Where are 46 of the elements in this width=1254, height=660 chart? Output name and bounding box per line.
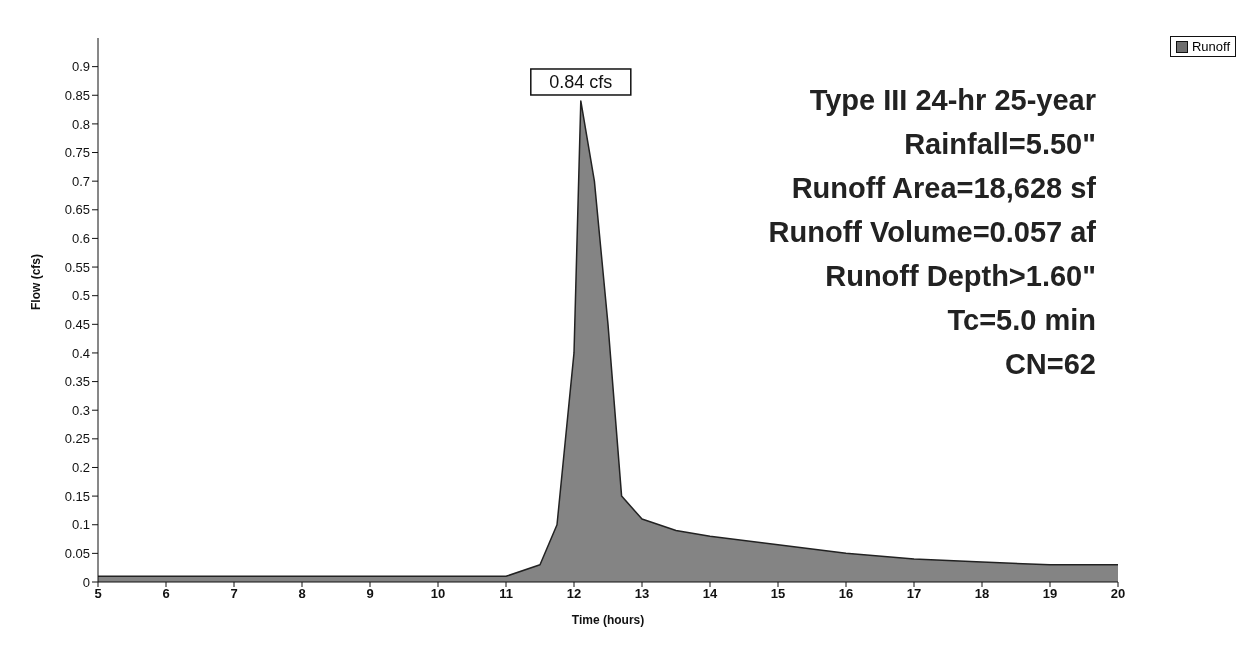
x-tick-label: 11 bbox=[499, 586, 513, 602]
annotation: Runoff Depth>1.60" bbox=[824, 259, 1096, 294]
y-tick-label: 0.8 bbox=[71, 116, 90, 132]
y-axis-title: Flow (cfs) bbox=[29, 254, 44, 310]
x-tick-label: 13 bbox=[634, 586, 650, 602]
x-tick-label: 18 bbox=[974, 586, 990, 602]
x-tick-label: 19 bbox=[1042, 586, 1058, 602]
y-tick-label: 0.25 bbox=[64, 431, 90, 447]
legend-label: Runoff bbox=[1191, 39, 1230, 54]
x-tick-label: 14 bbox=[702, 586, 718, 602]
x-tick-label: 12 bbox=[566, 586, 582, 602]
y-tick-label: 0.5 bbox=[71, 288, 90, 304]
y-tick-label: 0.6 bbox=[71, 231, 90, 247]
annotation: CN=62 bbox=[1003, 347, 1096, 382]
y-tick-label: 0.15 bbox=[64, 488, 90, 504]
x-tick-label: 16 bbox=[838, 586, 854, 602]
annotation: Runoff Volume=0.057 af bbox=[768, 215, 1096, 250]
x-axis-title: Time (hours) bbox=[571, 613, 645, 627]
annotation: Runoff Area=18,628 sf bbox=[790, 171, 1096, 206]
y-tick-label: 0.3 bbox=[71, 402, 90, 418]
y-tick-label: 0.1 bbox=[71, 517, 90, 533]
y-tick-label: 0.7 bbox=[71, 173, 90, 189]
y-tick-label: 0.85 bbox=[64, 87, 90, 103]
annotation: Tc=5.0 min bbox=[946, 303, 1096, 338]
x-tick-label: 7 bbox=[230, 586, 238, 602]
y-tick-label: 0.45 bbox=[64, 316, 90, 332]
y-tick-label: 0.9 bbox=[71, 59, 90, 75]
x-tick-label: 20 bbox=[1110, 586, 1126, 602]
y-tick-label: 0.65 bbox=[64, 202, 90, 218]
x-tick-label: 10 bbox=[430, 586, 446, 602]
y-tick-label: 0.75 bbox=[64, 145, 90, 161]
annotation: 0.84 cfs bbox=[549, 71, 613, 92]
x-tick-label: 9 bbox=[366, 586, 374, 602]
annotation: Rainfall=5.50" bbox=[903, 127, 1096, 162]
y-tick-label: 0.4 bbox=[71, 345, 90, 361]
y-tick-label: 0.2 bbox=[71, 460, 90, 476]
x-tick-label: 17 bbox=[906, 586, 922, 602]
annotation: Type III 24-hr 25-year bbox=[808, 83, 1096, 118]
x-tick-label: 5 bbox=[94, 586, 102, 602]
x-tick-label: 8 bbox=[298, 586, 306, 602]
y-tick-label: 0.35 bbox=[64, 374, 90, 390]
y-tick-label: 0.55 bbox=[64, 259, 90, 275]
y-tick-label: 0 bbox=[82, 574, 90, 590]
x-tick-label: 15 bbox=[770, 586, 786, 602]
x-tick-label: 6 bbox=[162, 586, 170, 602]
y-tick-label: 0.05 bbox=[64, 545, 90, 561]
